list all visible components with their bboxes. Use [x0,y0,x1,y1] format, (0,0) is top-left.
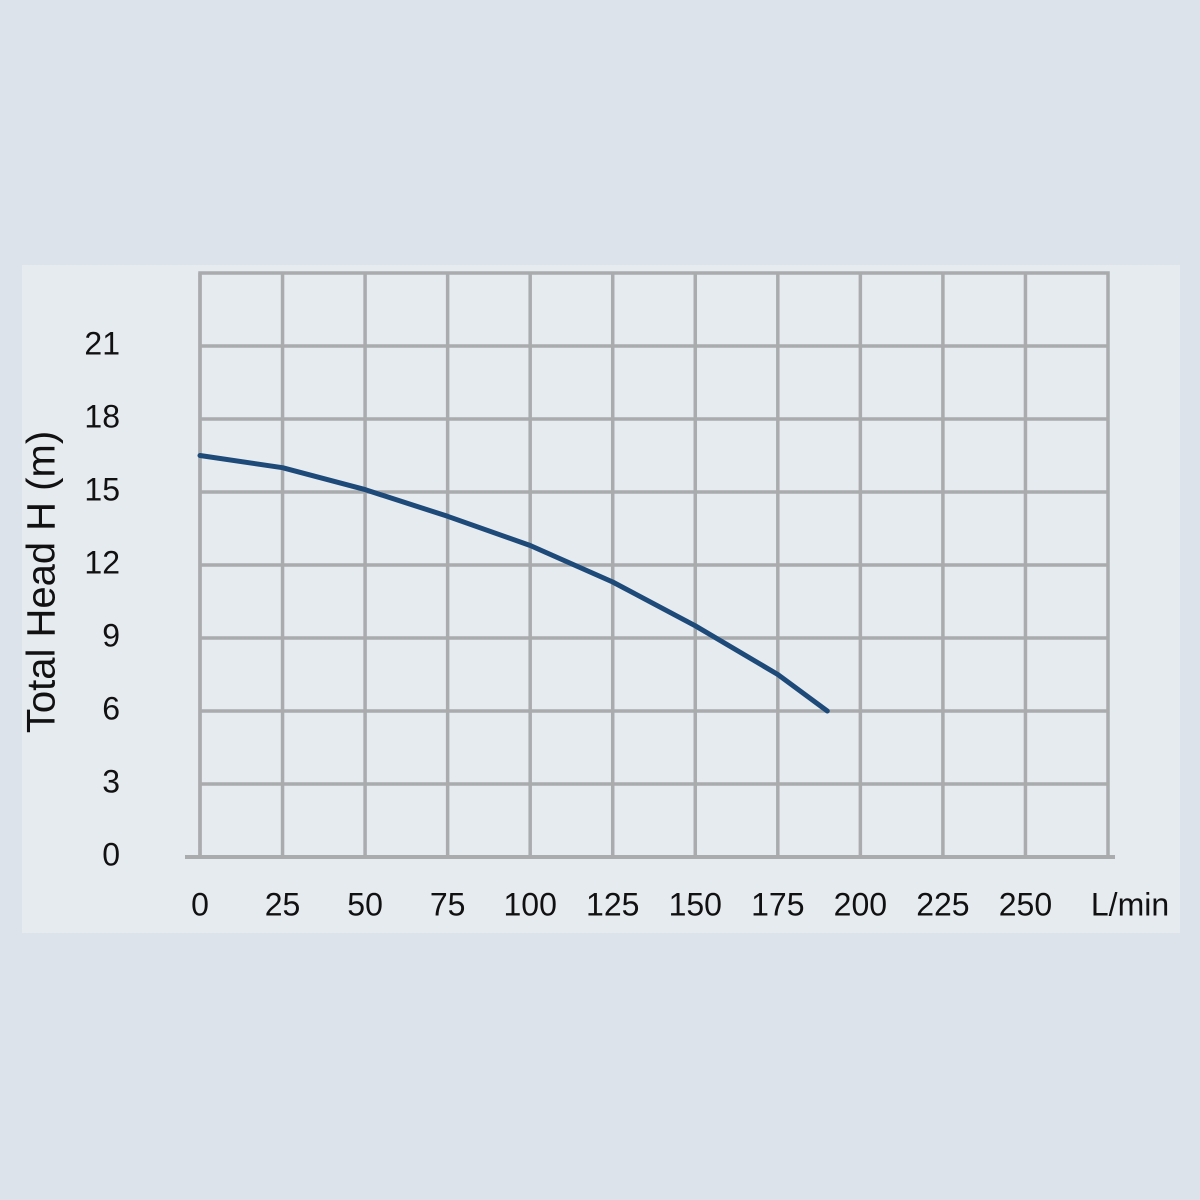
x-tick-label: 0 [191,886,209,922]
y-tick-label: 9 [102,617,120,653]
x-tick-label: 200 [834,886,887,922]
y-tick-label: 18 [84,398,120,434]
x-tick-label: 100 [503,886,556,922]
x-tick-label: 250 [999,886,1052,922]
x-tick-label: 75 [430,886,466,922]
x-tick-label: 125 [586,886,639,922]
y-axis-label: Total Head H (m) [20,431,64,733]
y-tick-label: 21 [84,325,120,361]
plot-background [22,265,1180,933]
y-tick-label: 3 [102,763,120,799]
x-axis-label: L/min [1091,886,1169,922]
y-tick-label: 0 [102,836,120,872]
y-tick-label: 15 [84,471,120,507]
x-tick-label: 225 [916,886,969,922]
x-tick-label: 175 [751,886,804,922]
y-tick-label: 6 [102,690,120,726]
data-line [197,453,830,714]
x-tick-label: 25 [265,886,301,922]
x-tick-label: 150 [669,886,722,922]
x-tick-label: 50 [347,886,383,922]
y-tick-label: 12 [84,544,120,580]
